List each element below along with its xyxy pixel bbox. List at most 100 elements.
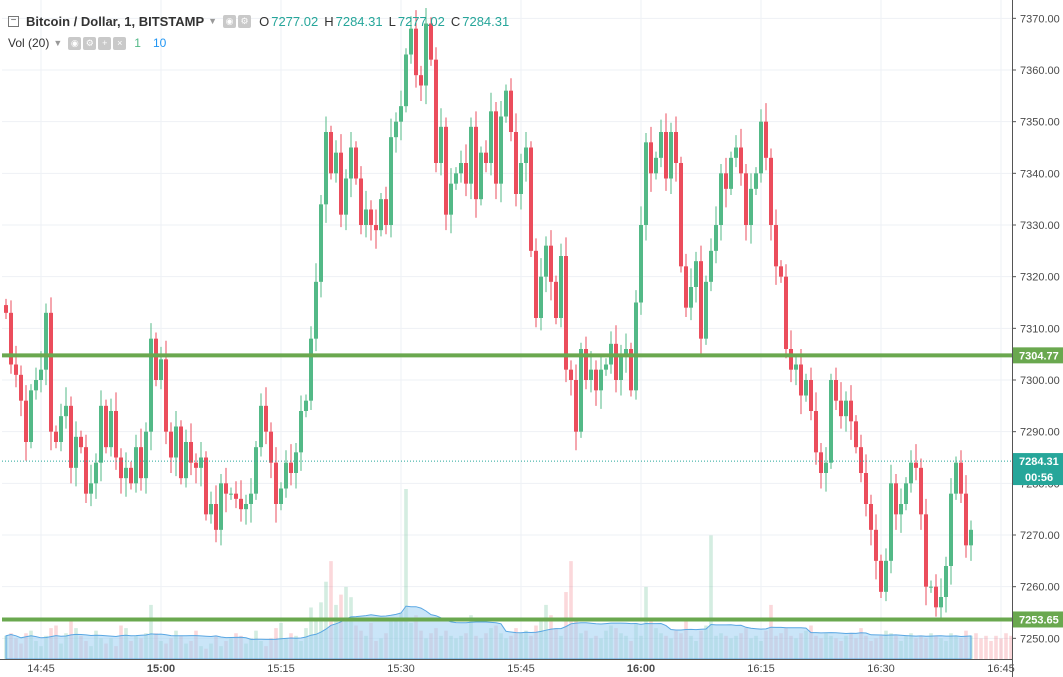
candle-up: [409, 28, 413, 55]
candle-up: [254, 447, 258, 494]
candle-down: [849, 400, 853, 422]
time-tick-label: 16:30: [867, 663, 895, 675]
candle-down: [154, 338, 158, 380]
time-tick-label: 16:15: [747, 663, 775, 675]
candle-up: [469, 126, 473, 184]
symbol-legend[interactable]: − Bitcoin / Dollar, 1, BITSTAMP ▼ ◉ ⚙ O …: [8, 12, 515, 30]
candle-down: [679, 163, 683, 267]
candle-up: [754, 173, 758, 189]
candle-up: [949, 493, 953, 566]
close-icon[interactable]: ×: [113, 36, 127, 50]
chevron-down-icon[interactable]: ▼: [208, 16, 218, 26]
candle-up: [59, 416, 63, 442]
candle-down: [819, 452, 823, 473]
price-tick-label: 7350.00: [1020, 117, 1060, 129]
candle-up: [944, 566, 948, 597]
candle-down: [569, 369, 573, 380]
candle-down: [4, 305, 8, 313]
candle-up: [89, 483, 93, 494]
candle-up: [499, 116, 503, 184]
volume-up-count: 1: [134, 36, 141, 50]
candle-down: [119, 457, 123, 479]
candle-up: [704, 281, 708, 339]
candle-up: [449, 183, 453, 215]
candle-up: [659, 132, 663, 158]
candle-down: [19, 374, 23, 401]
time-tick-label: 15:45: [507, 663, 535, 675]
candle-down: [419, 75, 423, 86]
candle-up: [824, 462, 828, 473]
candle-down: [69, 405, 73, 468]
price-tick-label: 7340.00: [1020, 168, 1060, 180]
candle-up: [619, 354, 623, 380]
candle-down: [509, 90, 513, 132]
candle-up: [624, 349, 628, 355]
candle-down: [684, 266, 688, 308]
gear-icon[interactable]: ⚙: [83, 36, 97, 50]
minus-square-icon[interactable]: −: [8, 15, 19, 27]
candle-down: [384, 199, 388, 225]
candle-up: [884, 560, 888, 592]
candle-down: [434, 59, 438, 163]
candle-up: [314, 281, 318, 339]
candle-up: [99, 405, 103, 463]
candle-up: [654, 157, 658, 174]
candle-down: [514, 132, 518, 194]
candle-up: [729, 157, 733, 189]
candle-down: [774, 225, 778, 267]
gear-icon[interactable]: ⚙: [238, 14, 252, 28]
candle-down: [864, 473, 868, 504]
candle-down: [854, 421, 858, 448]
candle-down: [574, 380, 578, 432]
candle-up: [259, 405, 263, 448]
candle-down: [814, 411, 818, 453]
candle-down: [354, 147, 358, 179]
candle-down: [494, 111, 498, 184]
candle-up: [599, 369, 603, 391]
candle-up: [634, 302, 638, 391]
candle-down: [189, 442, 193, 463]
candle-down: [674, 132, 678, 163]
eye-icon[interactable]: ◉: [223, 14, 237, 28]
candle-down: [169, 431, 173, 458]
candle-down: [799, 364, 803, 396]
candle-down: [839, 400, 843, 417]
price-tick-label: 7300.00: [1020, 375, 1060, 387]
candle-up: [64, 405, 68, 417]
volume-bar: [989, 640, 993, 659]
candle-up: [604, 364, 608, 370]
candle-down: [269, 431, 273, 463]
candle-up: [804, 380, 808, 396]
candle-up: [909, 462, 913, 484]
candle-down: [49, 312, 53, 432]
price-tick-label: 7360.00: [1020, 65, 1060, 77]
level-price-label: 7253.65: [1019, 614, 1059, 626]
open-value: 7277.02: [271, 13, 319, 29]
candle-down: [764, 121, 768, 158]
close-label: C: [450, 13, 461, 29]
candle-up: [794, 364, 798, 370]
volume-legend[interactable]: Vol (20) ▼ ◉ ⚙ + × 1 10: [8, 34, 166, 52]
last-price-label: 7284.31: [1019, 456, 1059, 468]
candle-up: [209, 504, 213, 515]
chevron-down-icon[interactable]: ▼: [53, 38, 63, 48]
volume-label: Vol (20): [8, 36, 50, 50]
volume-bar: [1004, 633, 1008, 659]
volume-bar: [709, 535, 713, 659]
candle-down: [924, 514, 928, 587]
eye-icon[interactable]: ◉: [68, 36, 82, 50]
candle-up: [44, 312, 48, 370]
volume-bar: [1009, 635, 1013, 659]
candle-up: [424, 23, 428, 86]
volume-bar: [994, 635, 998, 659]
candle-up: [939, 597, 943, 608]
candle-up: [969, 529, 973, 546]
candle-down: [584, 349, 588, 380]
plus-icon[interactable]: +: [98, 36, 112, 50]
candle-up: [734, 147, 738, 158]
candle-down: [84, 447, 88, 494]
candle-down: [879, 560, 883, 592]
candle-down: [289, 462, 293, 473]
volume-bar: [569, 561, 573, 659]
